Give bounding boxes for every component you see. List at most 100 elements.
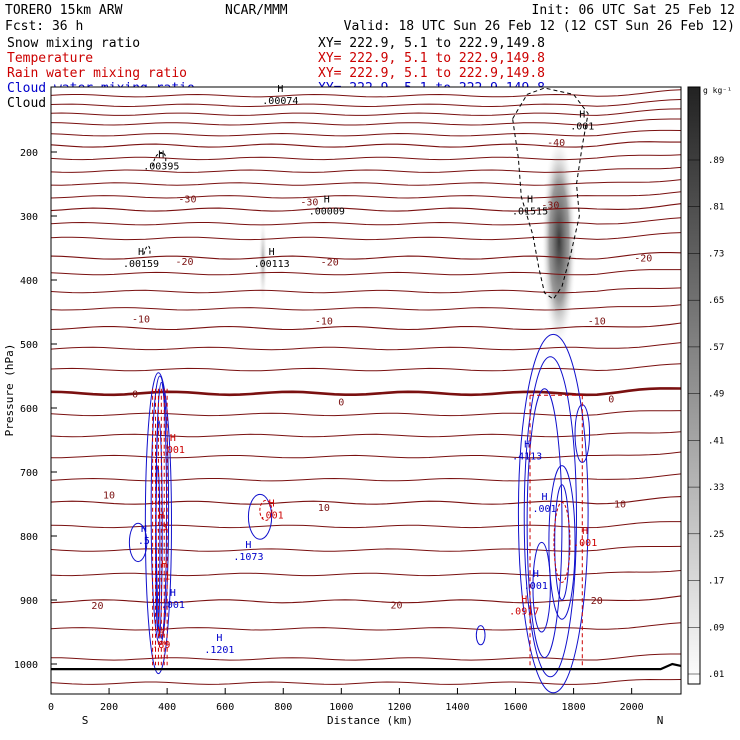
isotherm-line — [50, 129, 682, 137]
cloud-water-contour — [144, 372, 172, 675]
x-tick-label: 800 — [274, 702, 292, 713]
model-title: TORERO 15km ARW — [5, 3, 123, 18]
color-bar-label: .01 — [708, 670, 724, 680]
isotherm-line — [50, 217, 682, 226]
isotherm-line — [50, 154, 682, 161]
temperature-label: 0 — [608, 394, 614, 405]
temperature-label: 10 — [318, 503, 330, 514]
y-tick-label: 1000 — [14, 660, 38, 671]
maximum-marker: H — [158, 511, 164, 522]
maximum-value: .1201 — [204, 645, 234, 656]
isotherm-line — [50, 179, 682, 186]
maximum-value: .001 — [570, 121, 594, 132]
temperature-label: 0 — [132, 389, 138, 400]
maximum-marker: H — [277, 84, 283, 95]
x-tick-label: 600 — [216, 702, 234, 713]
isotherm-line — [50, 118, 681, 126]
temperature-label: -10 — [315, 316, 333, 327]
x-axis: 0 200 400 600 800 1000 1200 1400 1600 1800 2000 — [48, 688, 644, 713]
legend-field-xy: XY= 222.9, 5.1 to 222.9,149.8 — [318, 66, 545, 81]
cloud-water-contour — [247, 493, 273, 540]
legend-field-xy: XY= 222.9, 5.1 to 222.9,149.8 — [318, 51, 545, 66]
maximum-value: .0917 — [509, 607, 539, 618]
isotherm-line — [50, 141, 681, 148]
isotherm-line — [50, 363, 682, 372]
isotherm-line — [50, 252, 682, 260]
valid-time: Valid: 18 UTC Sun 26 Feb 12 (12 CST Sun … — [344, 19, 735, 34]
color-bar-label: .73 — [708, 249, 724, 259]
isotherm-line — [50, 678, 682, 685]
x-tick-label: 1000 — [329, 702, 353, 713]
legend-field-label: Temperature — [7, 51, 93, 66]
temperature-label: -30 — [300, 197, 318, 208]
y-tick-label: 600 — [20, 404, 38, 415]
maximum-marker: H — [524, 440, 530, 451]
color-bar-label: .33 — [708, 483, 724, 493]
color-bar-label: .09 — [708, 623, 724, 633]
temperature-label: 10 — [614, 499, 626, 510]
isotherm-line — [50, 342, 682, 351]
south-end-label: S — [82, 714, 89, 727]
x-tick-label: 0 — [48, 702, 54, 713]
cloud-water-contour — [523, 356, 577, 678]
forecast-hour: Fcst: 36 h — [5, 19, 83, 34]
rain-water-contours — [152, 388, 583, 666]
cloud-water-contour — [548, 465, 576, 620]
rain-water-contour — [553, 501, 571, 583]
plot-background — [51, 87, 681, 694]
cloud-water-contours — [128, 333, 591, 694]
y-tick-label: 500 — [20, 340, 38, 351]
color-bar-label: .41 — [708, 436, 724, 446]
temperature-label: -20 — [176, 257, 194, 268]
temperature-label: 20 — [91, 601, 103, 612]
maximum-value: .00395 — [143, 162, 179, 173]
y-tick-label: 800 — [20, 532, 38, 543]
maximum-marker: H — [324, 195, 330, 206]
maximum-value: .01515 — [512, 207, 548, 218]
temperature-label: -10 — [132, 314, 150, 325]
maximum-value: .00113 — [254, 259, 290, 270]
maximum-marker: H — [269, 247, 275, 258]
x-tick-label: 1800 — [562, 702, 586, 713]
snow-shading-layer — [258, 134, 577, 350]
y-tick-label: 700 — [20, 468, 38, 479]
temperature-label: -20 — [634, 254, 652, 265]
color-bar-label: .81 — [708, 203, 724, 213]
isotherm-line — [50, 431, 682, 438]
color-bar-label: .89 — [708, 156, 724, 166]
maximum-marker: H — [138, 247, 144, 258]
snow-shading-blob — [258, 214, 268, 307]
color-bar-label: .49 — [708, 390, 724, 400]
maximum-marker: H — [521, 595, 527, 606]
header: TORERO 15km ARW NCAR/MMM Init: 06 UTC Sa… — [5, 3, 735, 34]
maximum-marker: H — [158, 628, 164, 639]
isotherm-layer — [50, 89, 682, 685]
north-end-label: N — [657, 714, 664, 727]
maximum-marker: H — [216, 633, 222, 644]
terrain-line — [51, 662, 682, 671]
maximum-value: .00009 — [309, 207, 345, 218]
maximum-value: .5 — [138, 536, 150, 547]
y-tick-label: 200 — [20, 148, 38, 159]
maximum-value: .89 — [152, 640, 170, 651]
maximum-value: .4113 — [512, 452, 542, 463]
isotherm-line — [50, 108, 682, 116]
maximum-marker: H — [269, 499, 275, 510]
isotherm-line — [50, 269, 681, 276]
y-tick-label: 900 — [20, 596, 38, 607]
color-bar-ramp — [687, 86, 701, 685]
maximum-value: .001 — [161, 600, 185, 611]
maximum-value: .3 — [155, 523, 167, 534]
y-axis-label: Pressure (hPa) — [3, 344, 16, 437]
temperature-label: -10 — [588, 316, 606, 327]
snow-shading-blob — [541, 134, 577, 350]
maximum-marker: H — [533, 569, 539, 580]
temperature-label: 10 — [103, 490, 115, 501]
maxima-labels: H.00074H.00395H.00009H.01515H.00159H.001… — [123, 84, 597, 656]
x-tick-label: 1600 — [503, 702, 527, 713]
y-axis: 200 300 400 500 600 700 800 900 1000 — [14, 148, 57, 671]
color-bar-label: .17 — [708, 577, 724, 587]
y-tick-label: 400 — [20, 276, 38, 287]
maximum-value: .1 — [158, 571, 170, 582]
temperature-label: -30 — [541, 200, 559, 211]
